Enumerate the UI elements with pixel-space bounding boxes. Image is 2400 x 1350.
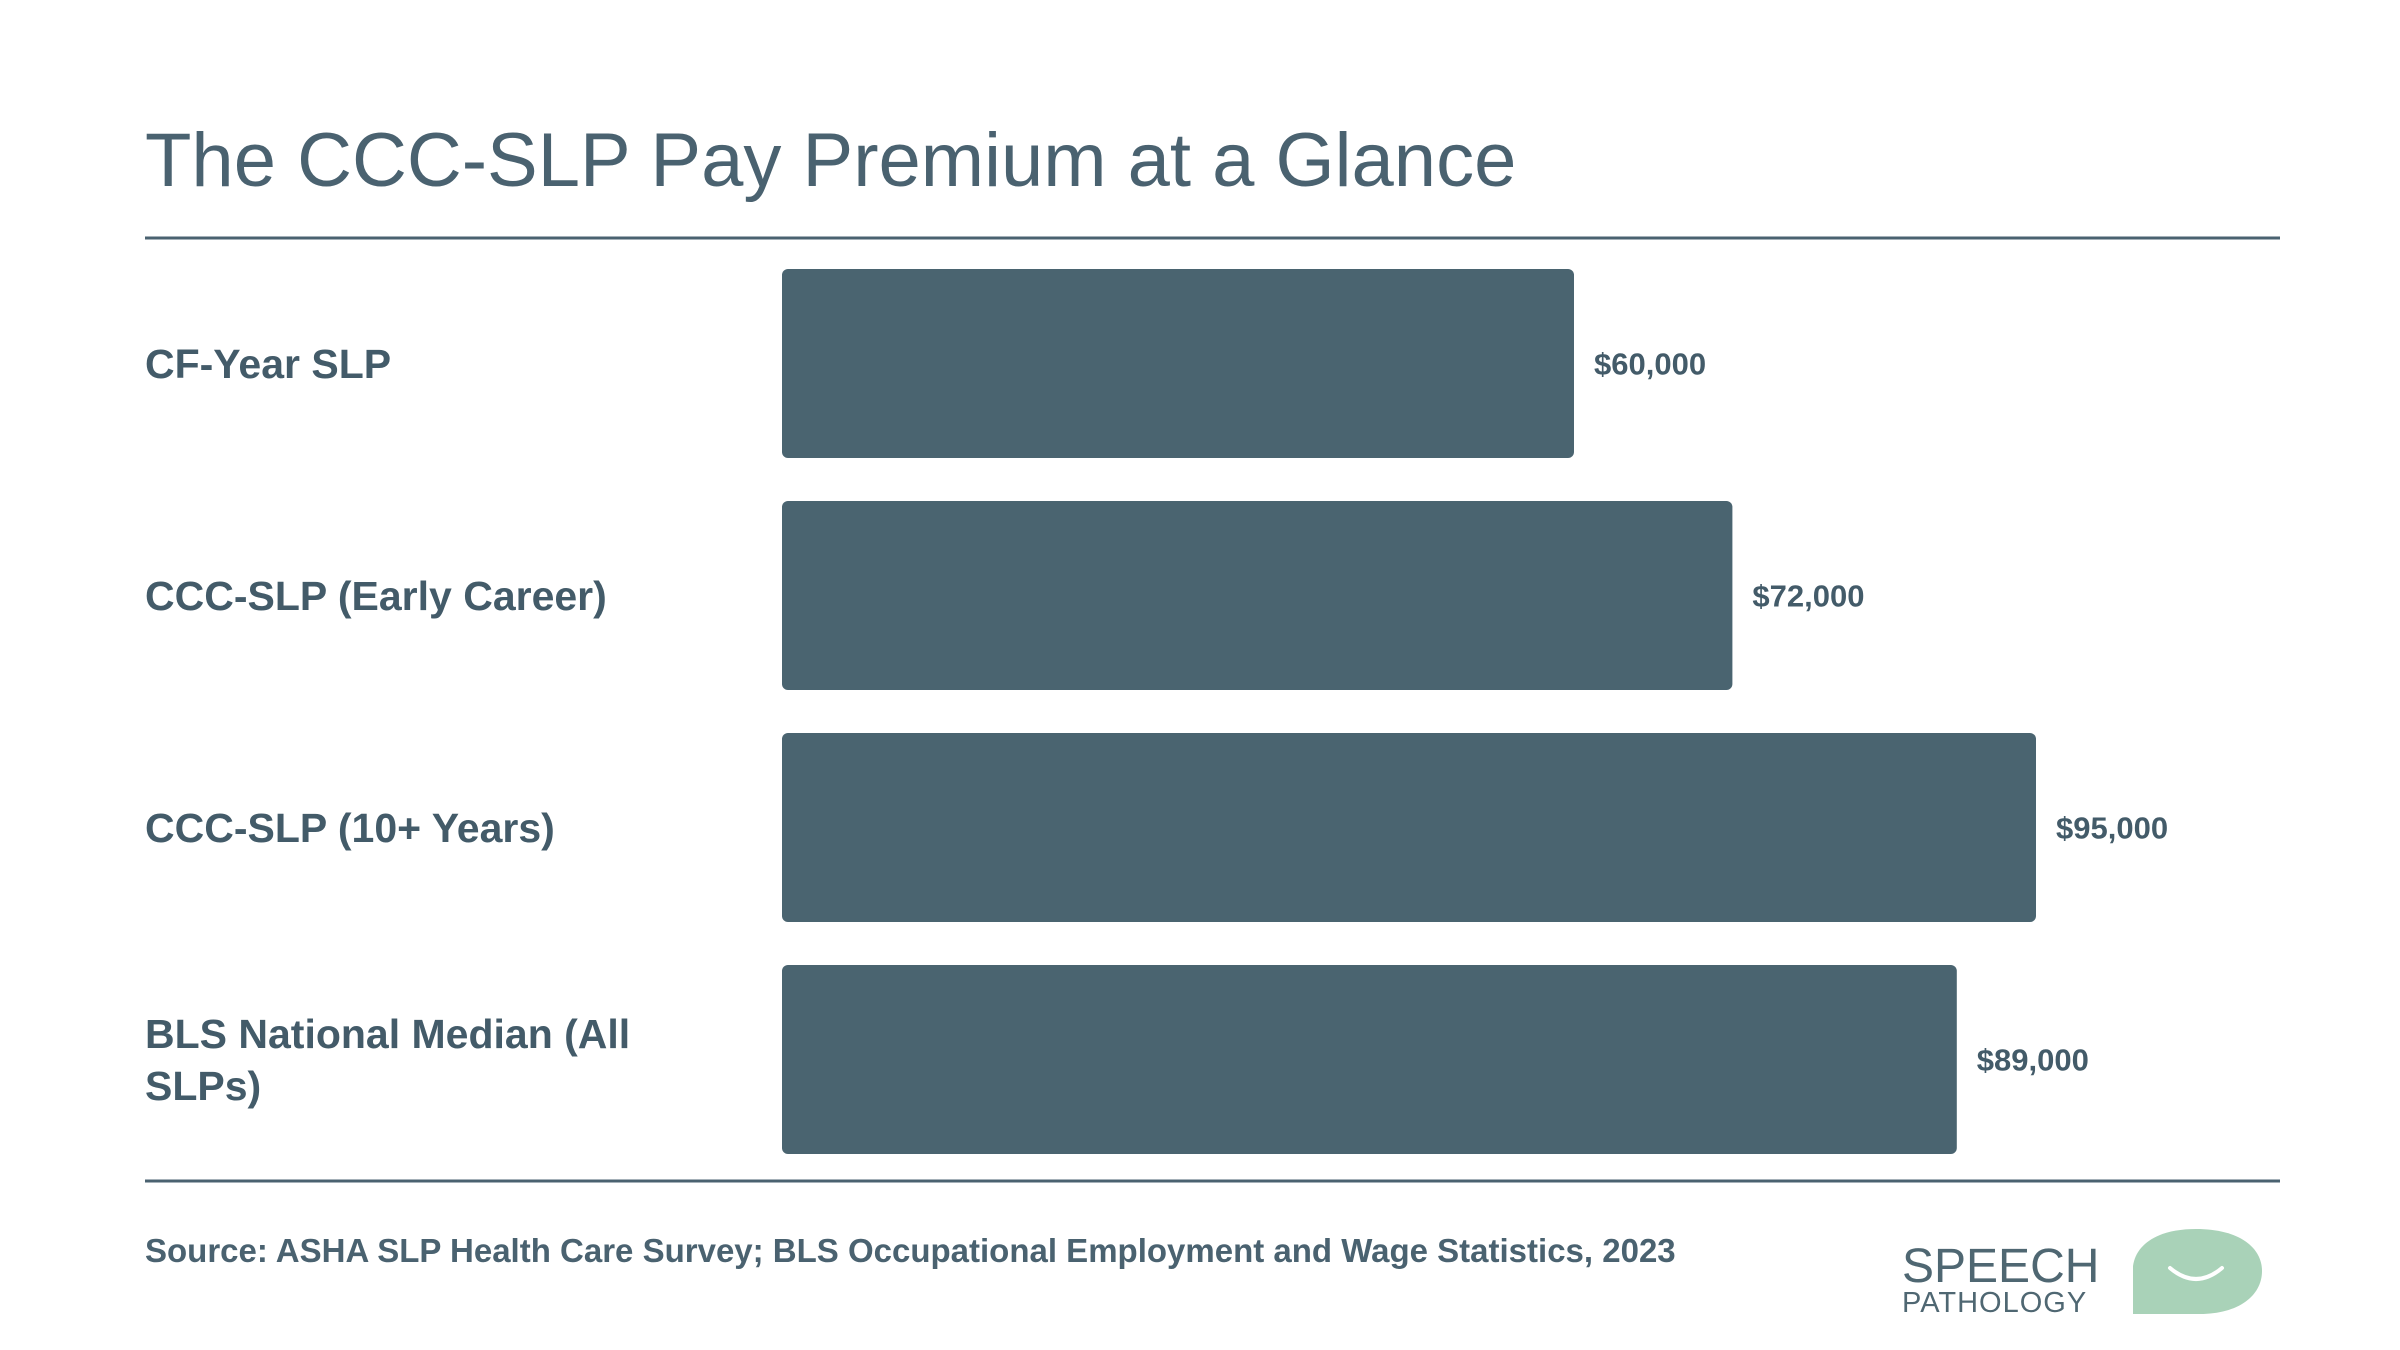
source-note: Source: ASHA SLP Health Care Survey; BLS… — [145, 1232, 1676, 1269]
value-label: $89,000 — [1977, 1043, 2089, 1078]
chart-title: The CCC-SLP Pay Premium at a Glance — [145, 118, 1516, 203]
bar — [782, 501, 1733, 690]
value-label: $72,000 — [1752, 579, 1864, 614]
logo-bubble — [2133, 1229, 2262, 1314]
category-label: CCC-SLP (10+ Years) — [145, 804, 555, 851]
category-label-box: CCC-SLP (Early Career) — [145, 572, 607, 619]
category-label-box: BLS National Median (All SLPs) — [145, 1010, 631, 1109]
logo: SPEECH PATHOLOGY — [1902, 1229, 2262, 1319]
bar — [782, 965, 1957, 1154]
category-label: CF-Year SLP — [145, 340, 392, 387]
bar — [782, 733, 2036, 922]
category-label: BLS National Median (All SLPs) — [145, 1010, 631, 1109]
logo-text: SPEECH — [1902, 1240, 2099, 1293]
value-label: $95,000 — [2056, 811, 2168, 846]
bar — [782, 269, 1574, 458]
logo-text: PATHOLOGY — [1902, 1287, 2087, 1319]
category-label-box: CF-Year SLP — [145, 340, 392, 387]
logo-smile — [2168, 1266, 2224, 1281]
value-label: $60,000 — [1594, 347, 1706, 382]
category-label-box: CCC-SLP (10+ Years) — [145, 804, 555, 851]
category-label: CCC-SLP (Early Career) — [145, 572, 607, 619]
